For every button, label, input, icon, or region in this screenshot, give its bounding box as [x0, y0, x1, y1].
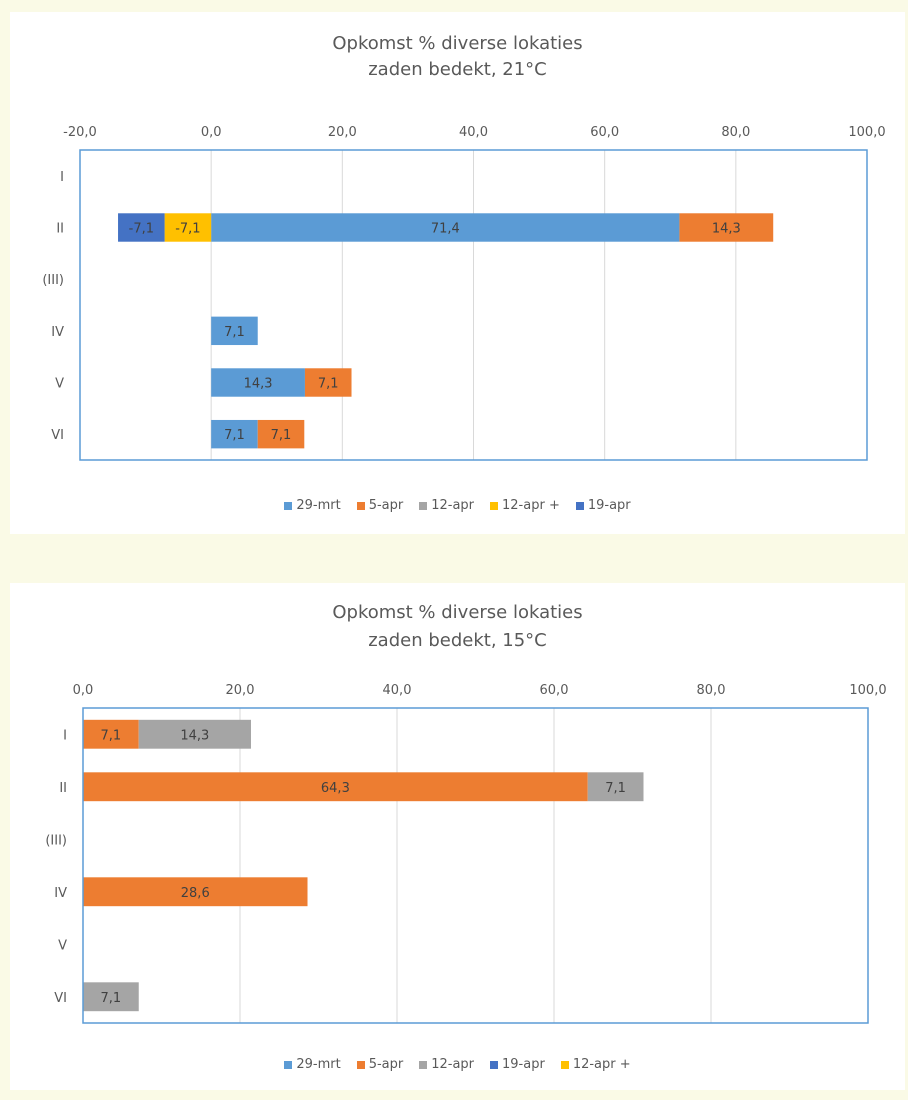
x-tick-label: 60,0	[590, 125, 619, 140]
legend-item: 12-apr	[419, 1057, 474, 1072]
chart-panel-15c: Opkomst % diverse lokaties zaden bedekt,…	[10, 583, 905, 1090]
category-label: (III)	[42, 273, 64, 288]
legend-item: 5-apr	[356, 1057, 404, 1072]
legend-label: 29-mrt	[296, 498, 341, 513]
x-tick-label: 0,0	[73, 683, 94, 698]
x-tick-label: 80,0	[697, 683, 726, 698]
x-tick-label: 0,0	[201, 125, 222, 140]
legend-item: 19-apr	[575, 498, 631, 513]
legend-item: 5-apr	[356, 498, 404, 513]
bar-12-apr	[164, 213, 212, 242]
bar-29-mrt	[211, 316, 258, 346]
chart-subtitle: zaden bedekt, 21°C	[368, 59, 547, 80]
bar-5-apr	[679, 213, 774, 242]
legend-label: 12-apr	[431, 498, 475, 513]
x-tick-label: 40,0	[383, 683, 412, 698]
category-label: I	[60, 170, 64, 185]
data-label: 7,1	[271, 428, 292, 443]
chart-panel-21c: Opkomst % diverse lokaties zaden bedekt,…	[10, 12, 905, 534]
bar-29-mrt	[211, 368, 305, 397]
legend-swatch	[284, 1060, 293, 1069]
bar-29-mrt	[211, 213, 680, 242]
legend-swatch	[419, 1060, 428, 1069]
x-tick-label: 20,0	[328, 125, 357, 140]
bar-29-mrt	[211, 419, 258, 449]
category-label: VI	[54, 991, 67, 1006]
legend-item: 12-apr +	[490, 498, 560, 513]
category-label: I	[63, 728, 67, 743]
bar-5-apr	[304, 368, 352, 397]
data-label: 14,3	[180, 728, 209, 743]
bar-5-apr	[83, 772, 588, 802]
x-tick-label: 60,0	[540, 683, 569, 698]
x-tick-label: 80,0	[721, 125, 750, 140]
plot-area-border	[79, 149, 868, 461]
x-tick-label: 100,0	[848, 125, 885, 140]
chart-title: Opkomst % diverse lokaties	[332, 33, 583, 54]
legend-swatch	[575, 501, 584, 510]
x-tick-label: 40,0	[459, 125, 488, 140]
legend-label: 19-apr	[587, 498, 631, 513]
legend-item: 12-apr +	[560, 1057, 631, 1072]
legend-item: 29-mrt	[284, 498, 341, 513]
data-label: -7,1	[175, 222, 200, 237]
data-label: 28,6	[181, 886, 210, 901]
legend-item: 29-mrt	[284, 1057, 341, 1072]
data-label: 7,1	[318, 377, 339, 392]
legend-item: 19-apr	[490, 1057, 545, 1072]
data-label: 14,3	[712, 222, 741, 237]
bar-12-apr	[83, 982, 139, 1012]
legend-swatch	[284, 501, 293, 510]
data-label: 7,1	[224, 428, 245, 443]
data-label: 7,1	[101, 728, 122, 743]
data-label: -7,1	[129, 222, 154, 237]
legend-swatch	[419, 501, 428, 510]
x-tick-label: -20,0	[63, 125, 97, 140]
legend-label: 5-apr	[368, 1057, 404, 1072]
legend-label: 12-apr	[431, 1057, 475, 1072]
category-label: II	[56, 222, 64, 237]
data-label: 64,3	[321, 781, 350, 796]
legend-label: 19-apr	[502, 1057, 545, 1072]
legend-swatch	[490, 501, 499, 510]
chart-legend: 29-mrt 5-apr 12-apr 19-apr 12-apr +	[10, 1057, 905, 1072]
legend-label: 12-apr +	[502, 498, 560, 513]
bar-12-apr	[587, 772, 644, 802]
legend-swatch	[356, 1060, 365, 1069]
legend-label: 29-mrt	[296, 1057, 341, 1072]
data-label: 7,1	[605, 781, 626, 796]
category-label: IV	[51, 325, 64, 340]
bar-12-apr	[138, 719, 251, 749]
x-tick-label: 20,0	[226, 683, 255, 698]
data-label: 14,3	[244, 377, 273, 392]
data-label: 7,1	[224, 325, 245, 340]
chart-legend: 29-mrt 5-apr 12-apr 12-apr + 19-apr	[10, 498, 905, 513]
bar-5-apr	[257, 419, 305, 449]
legend-item: 12-apr	[419, 498, 474, 513]
chart-15c: 0,0 20,0 40,0 60,0 80,0 100,0III(III)IVVVI7,1…	[45, 683, 887, 1024]
category-label: (III)	[45, 833, 67, 848]
legend-swatch	[560, 1060, 569, 1069]
category-label: V	[58, 938, 67, 953]
bar-19-apr	[118, 213, 165, 242]
legend-label: 5-apr	[368, 498, 404, 513]
category-label: V	[55, 377, 64, 392]
chart-title: Opkomst % diverse lokaties	[332, 602, 583, 623]
category-label: IV	[54, 886, 67, 901]
chart-subtitle: zaden bedekt, 15°C	[368, 630, 547, 651]
legend-swatch	[356, 501, 365, 510]
plot-area-border	[82, 707, 869, 1024]
legend-swatch	[490, 1060, 499, 1069]
bar-5-apr	[83, 877, 308, 907]
bar-5-apr	[83, 719, 139, 749]
x-tick-label: 100,0	[849, 683, 886, 698]
data-label: 7,1	[101, 991, 122, 1006]
legend-label: 12-apr +	[572, 1057, 631, 1072]
chart-21c: -20,0 0,0 20,0 40,0 60,0 80,0 100,0III(III)IVV…	[42, 125, 886, 461]
category-label: VI	[51, 428, 64, 443]
data-label: 71,4	[431, 222, 460, 237]
category-label: II	[59, 781, 67, 796]
